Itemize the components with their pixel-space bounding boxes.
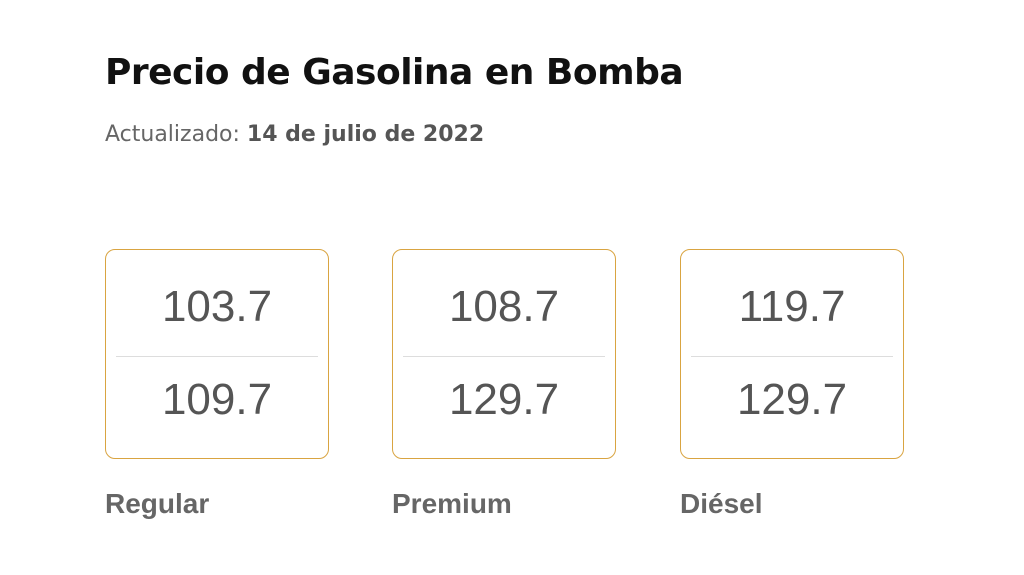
price-card-premium: 108.7 129.7 xyxy=(392,249,616,459)
price-low: 103.7 xyxy=(161,282,273,331)
fuel-label-regular: Regular xyxy=(105,488,210,519)
price-card-diesel: 119.7 129.7 xyxy=(680,249,904,459)
price-low: 108.7 xyxy=(448,282,560,331)
fuel-label-diesel: Diésel xyxy=(680,488,763,519)
divider xyxy=(116,356,318,357)
price-high: 129.7 xyxy=(736,375,848,424)
price-card-regular: 103.7 109.7 xyxy=(105,249,329,459)
divider xyxy=(403,356,605,357)
price-low: 119.7 xyxy=(738,282,846,331)
price-high: 109.7 xyxy=(161,375,273,424)
price-high: 129.7 xyxy=(448,375,560,424)
divider xyxy=(691,356,893,357)
updated-date: 14 de julio de 2022 xyxy=(246,122,485,147)
updated-label: Actualizado: xyxy=(105,122,240,147)
updated-text: Actualizado: 14 de julio de 2022 xyxy=(105,122,484,147)
fuel-label-premium: Premium xyxy=(392,488,512,519)
page-title: Precio de Gasolina en Bomba xyxy=(105,52,684,93)
